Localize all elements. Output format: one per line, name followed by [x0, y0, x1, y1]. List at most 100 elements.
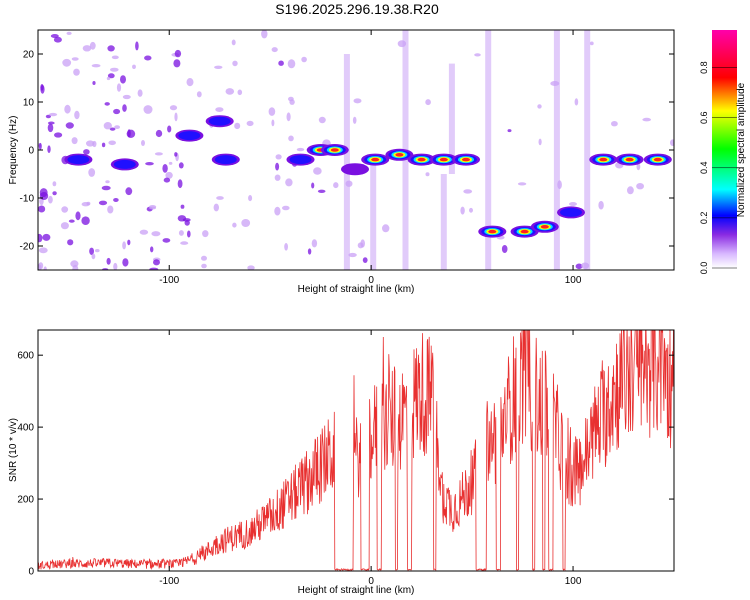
- heatmap-cell: [333, 182, 339, 189]
- heatmap-cell: [278, 60, 284, 66]
- heatmap-x-tick-label: -100: [159, 275, 179, 286]
- heatmap-cell: [153, 259, 160, 266]
- heatmap-cell: [113, 198, 119, 202]
- heatmap-cell: [636, 163, 641, 171]
- heatmap-cell: [288, 135, 294, 142]
- heatmap-cell: [274, 206, 281, 216]
- heatmap-cell: [288, 96, 294, 102]
- heatmap-cell: [47, 121, 55, 125]
- colorbar-tick-label: 0.6: [699, 111, 709, 124]
- heatmap-cell: [60, 222, 69, 230]
- heatmap-cell: [261, 30, 268, 39]
- heatmap-cell: [81, 216, 90, 225]
- heatmap-cell: [225, 88, 235, 95]
- heatmap-streak: [553, 30, 560, 270]
- heatmap-feature: [625, 157, 634, 162]
- heatmap-cell: [73, 68, 80, 76]
- heatmap-feature: [520, 229, 529, 234]
- heatmap-cell: [71, 57, 79, 61]
- heatmap-cell: [38, 262, 44, 270]
- heatmap-cell: [107, 73, 115, 79]
- heatmap-feature: [178, 131, 201, 141]
- heatmap-cell: [284, 243, 288, 251]
- heatmap-cell: [463, 189, 473, 194]
- heatmap-cell: [313, 167, 322, 175]
- heatmap-cell: [177, 215, 187, 222]
- heatmap-cell: [186, 78, 194, 87]
- heatmap-cell: [163, 177, 171, 183]
- heatmap-cell: [48, 112, 58, 117]
- heatmap-cell: [177, 179, 183, 189]
- heatmap-cell: [43, 266, 47, 270]
- heatmap-cell: [231, 39, 236, 46]
- heatmap-cell: [89, 247, 94, 255]
- snr-x-tick-label: -100: [159, 576, 179, 587]
- heatmap-feature: [289, 155, 312, 165]
- heatmap-cell: [575, 263, 583, 270]
- heatmap-cell: [38, 205, 46, 213]
- heatmap-cell: [286, 112, 291, 122]
- heatmap-cell: [216, 196, 224, 200]
- heatmap-cell: [64, 104, 71, 114]
- heatmap-cell: [317, 189, 326, 193]
- snr-frame: [37, 329, 675, 572]
- heatmap-cell: [38, 247, 48, 254]
- heatmap-cell: [642, 117, 651, 122]
- heatmap-feature: [439, 157, 448, 162]
- heatmap-streak: [485, 30, 492, 270]
- heatmap-streak: [440, 174, 447, 270]
- heatmap-cell: [42, 233, 51, 241]
- snr-y-tick-label: 200: [17, 495, 34, 506]
- heatmap-feature: [488, 229, 497, 234]
- heatmap-cell: [109, 127, 116, 131]
- heatmap-cell: [98, 200, 108, 206]
- chart-title: S196.2025.296.19.38.R20: [275, 1, 439, 17]
- heatmap-cell: [95, 249, 100, 253]
- heatmap-cell: [268, 107, 276, 116]
- heatmap-cell: [127, 129, 131, 138]
- heatmap-cell: [47, 145, 51, 153]
- colorbar-tick-label: 0.2: [699, 212, 709, 225]
- heatmap-cell: [114, 125, 120, 129]
- heatmap-feature: [462, 157, 470, 162]
- heatmap-cell: [382, 224, 390, 233]
- heatmap-cell: [237, 89, 243, 96]
- heatmap-cell: [101, 185, 111, 191]
- heatmap-feature: [341, 163, 369, 176]
- heatmap-cell: [150, 246, 154, 253]
- heatmap-cell: [61, 206, 69, 213]
- heatmap-cell: [104, 102, 110, 106]
- snr-x-axis-label: Height of straight line (km): [298, 585, 415, 596]
- heatmap-feature: [395, 153, 404, 157]
- heatmap-cell: [113, 262, 118, 270]
- heatmap-cell: [232, 60, 238, 67]
- heatmap-cell: [122, 258, 129, 267]
- heatmap-cell: [91, 253, 96, 260]
- heatmap-cell: [151, 231, 161, 237]
- heatmap-cell: [215, 107, 224, 112]
- heatmap-cell: [187, 230, 191, 238]
- heatmap-cell: [50, 34, 59, 38]
- heatmap-cell: [162, 238, 171, 243]
- heatmap-cell: [174, 112, 178, 122]
- heatmap-cell: [178, 162, 184, 169]
- heatmap-feature: [599, 157, 608, 162]
- heatmap-cell: [275, 154, 282, 160]
- heatmap-streak: [448, 63, 455, 174]
- heatmap-x-tick-label: 100: [565, 275, 582, 286]
- snr-x-tick-label: 0: [368, 576, 374, 587]
- heatmap-cell: [248, 195, 253, 202]
- snr-y-tick-label: 600: [17, 351, 34, 362]
- heatmap-cell: [538, 138, 542, 146]
- heatmap-cell: [83, 149, 90, 155]
- snr-y-tick-label: 0: [28, 567, 34, 578]
- heatmap-cell: [501, 245, 508, 253]
- heatmap-cell: [149, 267, 159, 270]
- heatmap-cell: [38, 142, 42, 150]
- heatmap-cell: [196, 91, 202, 98]
- heatmap-cell: [88, 168, 96, 177]
- heatmap-cell: [125, 187, 133, 196]
- snr-series: [38, 330, 674, 571]
- heatmap-cell: [106, 76, 111, 81]
